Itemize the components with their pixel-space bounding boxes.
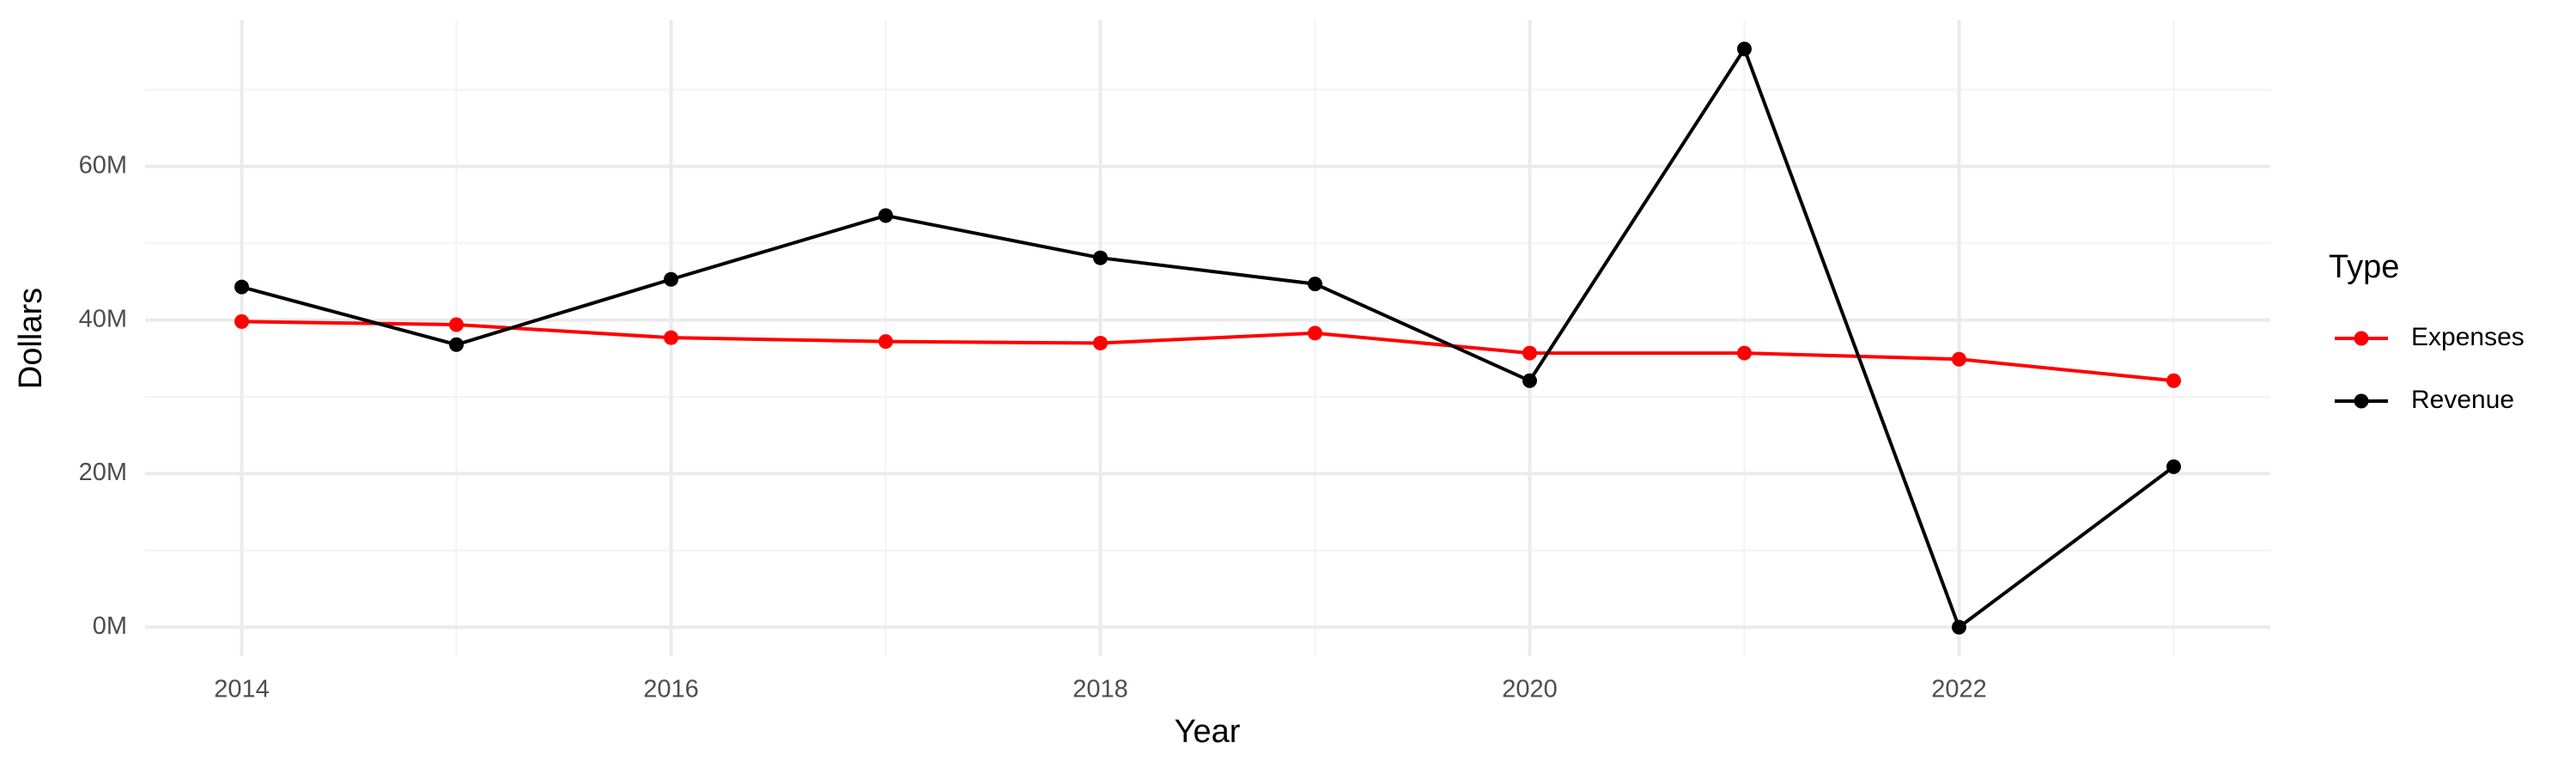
data-point (1093, 250, 1108, 265)
x-tick-label: 2016 (643, 676, 699, 703)
data-point (878, 208, 893, 223)
x-tick-label: 2020 (1502, 676, 1558, 703)
y-axis-title: Dollars (13, 288, 49, 389)
x-axis-title: Year (1175, 714, 1241, 750)
data-point (664, 271, 678, 287)
series-line (240, 45, 2175, 630)
data-point (449, 337, 464, 352)
y-tick-label: 20M (79, 459, 127, 486)
grid (145, 20, 2270, 656)
legend-label: Revenue (2411, 386, 2514, 414)
series-line (241, 320, 2174, 383)
data-point (449, 317, 464, 332)
data-point (234, 313, 249, 329)
data-point (1522, 373, 1537, 388)
legend-title: Type (2329, 249, 2399, 285)
data-point (234, 279, 249, 295)
legend-key-point (2354, 331, 2369, 346)
data-point (2166, 373, 2181, 388)
data-point (878, 334, 893, 350)
y-tick-label: 40M (79, 305, 127, 332)
y-tick-label: 0M (93, 612, 127, 640)
data-point (1522, 345, 1537, 361)
x-tick-label: 2018 (1072, 676, 1128, 703)
data-point (1093, 335, 1108, 350)
data-point (1737, 345, 1752, 361)
legend-label: Expenses (2411, 323, 2524, 351)
x-tick-label: 2014 (214, 676, 270, 703)
data-point (1952, 351, 1966, 367)
data-point (664, 330, 678, 345)
legend-key-point (2354, 393, 2369, 409)
data-point (1952, 619, 1966, 635)
data-point (1737, 41, 1752, 57)
y-tick-label: 60M (79, 151, 127, 179)
data-point (1308, 277, 1322, 292)
x-tick-label: 2022 (1931, 676, 1987, 703)
data-point (1308, 326, 1322, 341)
data-point (2166, 459, 2181, 474)
